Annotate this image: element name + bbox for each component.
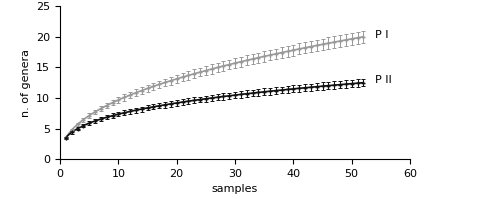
X-axis label: samples: samples — [212, 184, 258, 194]
Text: P I: P I — [375, 30, 388, 41]
Text: P II: P II — [375, 74, 392, 85]
Y-axis label: n. of genera: n. of genera — [20, 49, 30, 117]
